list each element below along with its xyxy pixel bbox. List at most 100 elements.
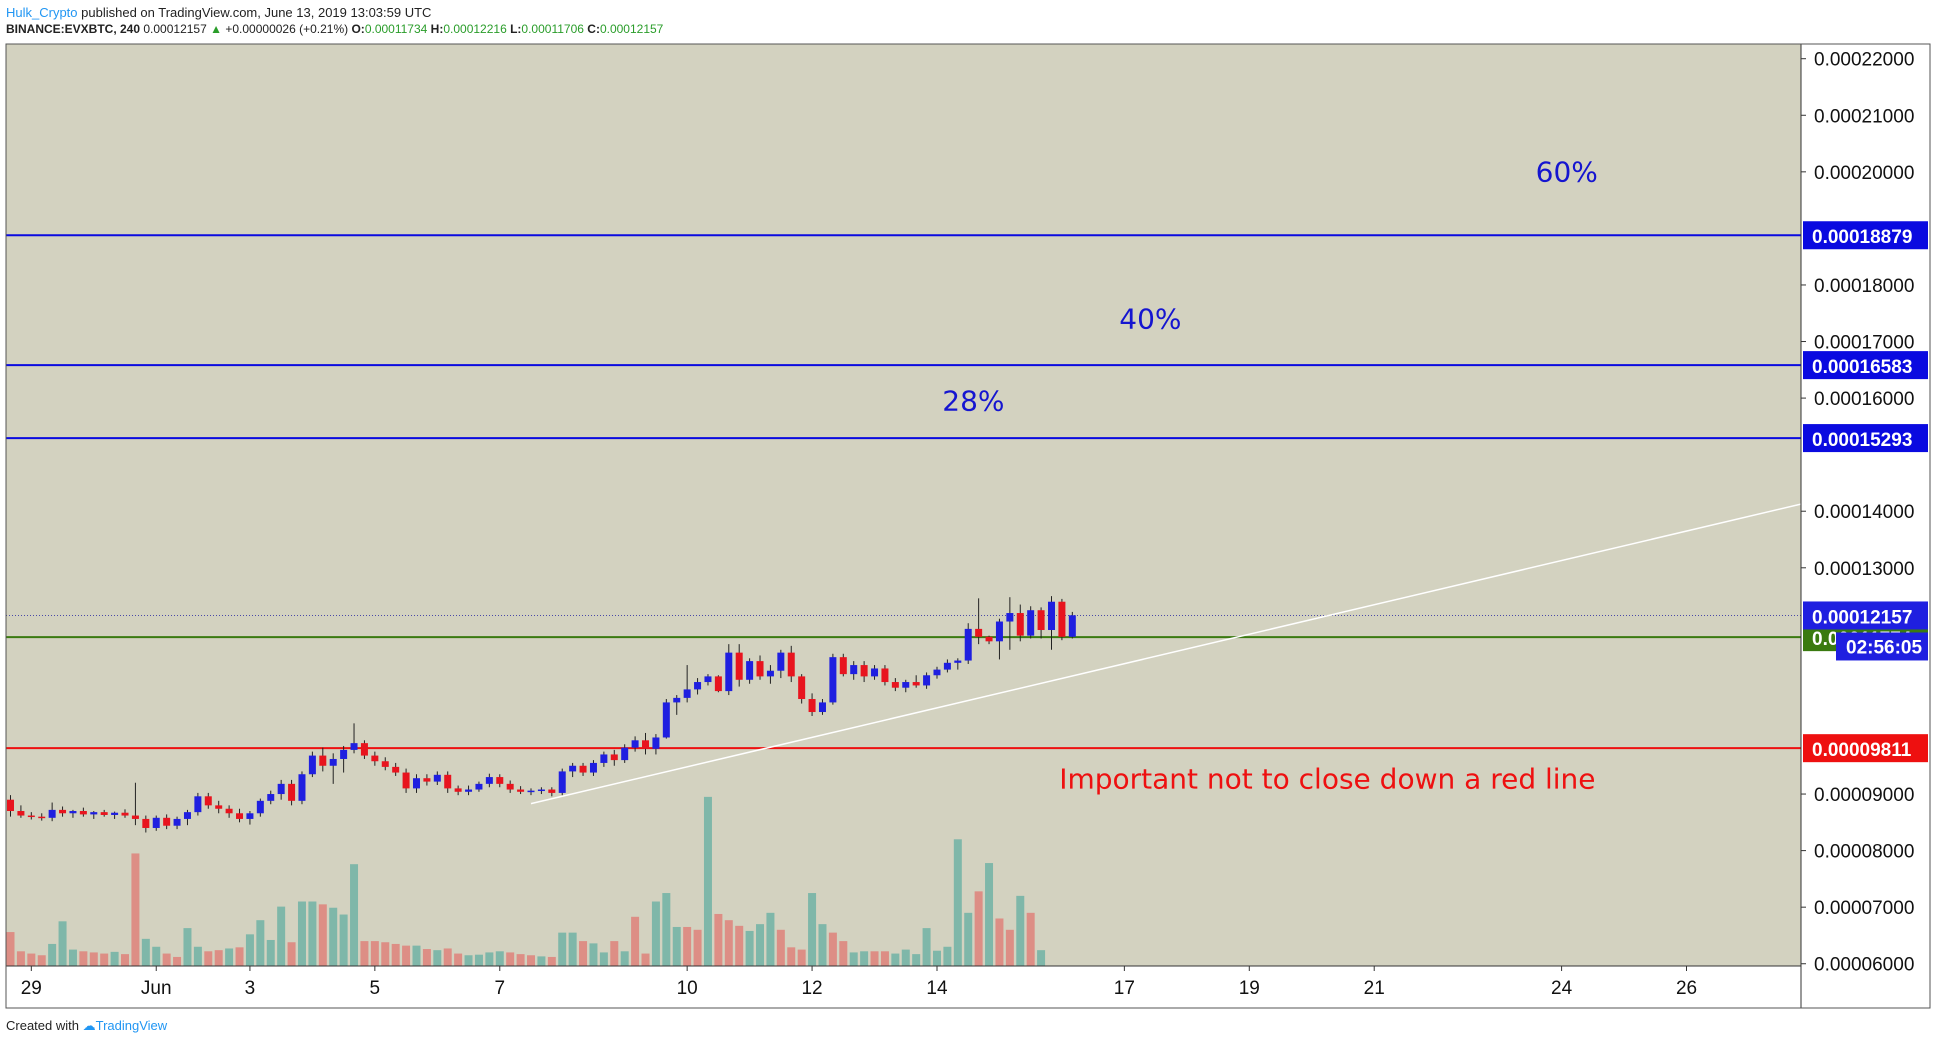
candle-body: [69, 811, 77, 814]
axis-ticks-layer: [30, 58, 1806, 971]
time-tick-label: 5: [370, 978, 381, 999]
candle-body: [506, 783, 514, 790]
volume-bar: [1016, 895, 1025, 966]
candle-body: [517, 789, 525, 792]
volume-bar: [58, 921, 67, 966]
candle-body: [59, 809, 67, 814]
trendline[interactable]: [530, 500, 1812, 805]
time-tick-label: 14: [926, 978, 948, 999]
candle-body: [267, 794, 275, 801]
candle-body: [995, 621, 1003, 642]
candle-body: [277, 783, 285, 795]
volume-bar: [121, 954, 130, 966]
volume-bar: [506, 952, 515, 966]
candle-body: [163, 817, 171, 826]
annotation-text: 60%: [1536, 155, 1598, 188]
level-price-tag: [1803, 351, 1928, 380]
candle-body: [131, 815, 139, 819]
candle-body: [392, 766, 400, 773]
price-tick-label: 0.00018000: [1814, 276, 1914, 297]
candle-body: [756, 661, 764, 677]
candle-body: [90, 812, 98, 815]
change-value: +0.00000026 (+0.21%): [225, 22, 349, 36]
volume-bar: [245, 934, 254, 966]
candle-body: [256, 800, 264, 814]
time-tick-label: 29: [21, 978, 42, 999]
annotation-text: Important not to close down a red line: [1059, 762, 1595, 795]
candle-body: [1058, 601, 1066, 637]
countdown-text: 02:56:05: [1846, 637, 1922, 658]
volume-bar: [547, 956, 556, 966]
time-tick-label: 17: [1114, 978, 1135, 999]
volume-bar: [402, 945, 411, 966]
candle-body: [350, 743, 358, 750]
candle-body: [444, 774, 452, 789]
candle-body: [1068, 615, 1076, 637]
candle-body: [194, 796, 202, 813]
volume-bar: [922, 928, 931, 966]
candle-body: [943, 662, 951, 670]
candle-body: [694, 682, 702, 690]
volume-bar: [266, 939, 275, 966]
candle-body: [215, 805, 223, 809]
level-price-tag-text: 0.00018879: [1812, 227, 1912, 248]
candle-body: [465, 789, 473, 792]
price-tick-label: 0.00009000: [1814, 785, 1914, 806]
price-tick-label: 0.00016000: [1814, 389, 1914, 410]
candle-body: [236, 813, 244, 819]
volume-bar: [745, 930, 754, 966]
price-tick-label: 0.00006000: [1814, 955, 1914, 976]
candle-body: [902, 682, 910, 688]
volume-bar: [870, 951, 879, 966]
volume-bar: [714, 913, 723, 966]
author-link[interactable]: Hulk_Crypto: [6, 5, 78, 20]
candle-body: [173, 818, 181, 826]
volume-bar: [474, 954, 483, 966]
candle-body: [1048, 601, 1055, 631]
volume-bar: [214, 950, 223, 966]
candle-body: [871, 668, 879, 677]
tradingview-brand-link[interactable]: TradingView: [95, 1018, 168, 1033]
volume-bar: [89, 952, 98, 966]
volume-bar: [880, 951, 889, 966]
price-tick-label: 0.00017000: [1814, 333, 1914, 354]
chart-frame: [5, 43, 1931, 1009]
volume-bar: [891, 953, 900, 966]
candle-body: [381, 761, 389, 767]
time-tick-label: 19: [1239, 978, 1260, 999]
last-price: 0.00012157: [143, 22, 207, 36]
candle-body: [79, 811, 87, 815]
candle-body: [912, 682, 920, 686]
volume-bar: [173, 956, 182, 966]
plot-background: [6, 44, 1801, 966]
volume-bar: [110, 951, 119, 966]
publish-line: Hulk_Crypto published on TradingView.com…: [6, 4, 663, 21]
volume-bar: [912, 954, 921, 966]
price-tick-label: 0.00008000: [1814, 842, 1914, 863]
candle-body: [537, 789, 545, 792]
volume-bar: [797, 949, 806, 966]
candle-body: [329, 758, 337, 766]
candle-body: [308, 755, 316, 775]
volume-bar: [932, 950, 941, 966]
volume-bar: [318, 904, 327, 966]
candle-body: [340, 749, 348, 759]
candle-body: [850, 665, 858, 675]
created-with-label: Created with: [6, 1018, 79, 1033]
candle-body: [100, 812, 108, 815]
candle-body: [808, 699, 816, 713]
volume-bar: [152, 946, 161, 966]
time-tick-label: 21: [1364, 978, 1385, 999]
price-tick-label: 0.00021000: [1814, 106, 1914, 127]
volume-bar: [756, 924, 765, 966]
candle-body: [485, 777, 493, 784]
volume-bar: [953, 839, 962, 966]
current-price-tag-text: 0.00012157: [1812, 607, 1912, 628]
volume-bar: [620, 951, 629, 966]
volume-bar: [48, 943, 57, 966]
price-tick-label: 0.00014000: [1814, 502, 1914, 523]
volume-bar: [141, 938, 150, 966]
candle-body: [891, 682, 899, 688]
candle-body: [798, 676, 806, 700]
